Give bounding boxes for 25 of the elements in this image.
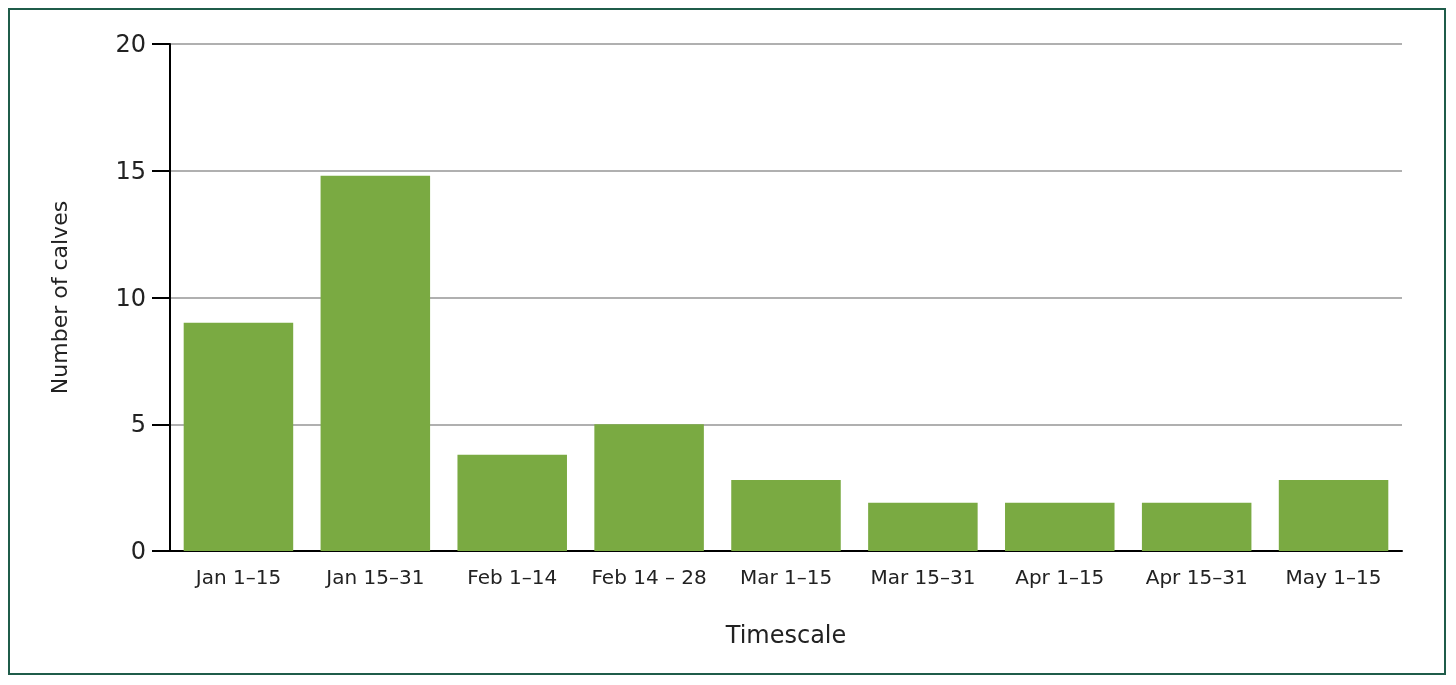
bar [1005,502,1115,551]
x-tick-label: Apr 1–15 [1015,565,1105,589]
bar [1141,502,1252,551]
y-tick-label: 5 [130,410,146,439]
bar [868,502,978,551]
bar [320,175,431,551]
y-tick-label: 15 [115,156,146,185]
x-tick-label: Apr 15–31 [1145,565,1248,589]
bar [731,480,841,551]
bar [594,424,704,551]
bar [1278,480,1389,551]
bar [183,322,294,551]
x-tick-label: Jan 1–15 [193,565,282,589]
y-tick-label: 0 [130,537,146,565]
x-tick-label: Jan 15–31 [324,565,425,589]
y-axis-title: Number of calves [46,200,72,395]
x-tick-label: Feb 1–14 [467,565,558,589]
x-tick-label: Mar 1–15 [739,565,833,589]
x-axis-title: Timescale [724,621,847,649]
x-tick-label: May 1–15 [1285,565,1382,589]
y-tick-label: 20 [115,30,146,58]
bar [457,454,567,551]
x-tick-label: Mar 15–31 [870,565,976,589]
x-tick-label: Feb 14 – 28 [591,565,707,589]
y-tick-label: 10 [115,283,146,312]
